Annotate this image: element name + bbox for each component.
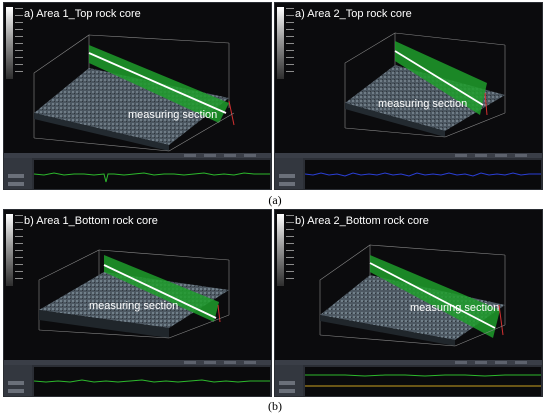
toolbar-tab[interactable] <box>495 154 507 157</box>
toolbar-tab[interactable] <box>204 361 216 364</box>
toolbar-tab[interactable] <box>184 361 196 364</box>
toolbar-tab[interactable] <box>515 361 527 364</box>
profile-toolbar <box>275 360 542 365</box>
panel-title: b) Area 2_Bottom rock core <box>295 215 429 227</box>
toolbar-tab[interactable] <box>455 361 467 364</box>
measuring-section-label: measuring section <box>378 98 468 110</box>
toolbar-tab[interactable] <box>204 154 216 157</box>
color-scale-bar <box>6 214 13 286</box>
panel-title: b) Area 1_Bottom rock core <box>24 215 158 227</box>
toolbar-tab[interactable] <box>515 154 527 157</box>
scale-ticks <box>286 8 294 78</box>
side-button[interactable] <box>279 182 295 186</box>
toolbar-tab[interactable] <box>495 361 507 364</box>
side-button[interactable] <box>8 174 24 178</box>
profile-area <box>4 360 271 396</box>
toolbar-tab[interactable] <box>475 361 487 364</box>
3d-surface-view[interactable]: b) Area 2_Bottom rock core measuring sec… <box>275 210 542 360</box>
side-button[interactable] <box>8 381 24 385</box>
toolbar-tab[interactable] <box>184 154 196 157</box>
3d-surface-view[interactable]: b) Area 1_Bottom rock core measuring sec… <box>4 210 271 360</box>
side-button[interactable] <box>279 381 295 385</box>
toolbar-tab[interactable] <box>244 154 256 157</box>
toolbar-tab[interactable] <box>475 154 487 157</box>
panel-area2-top: a) Area 2_Top rock core measuring sectio… <box>274 2 543 190</box>
profile-toolbar <box>275 153 542 158</box>
scale-ticks <box>15 8 23 78</box>
profile-side-panel <box>4 365 32 396</box>
color-scale-bar <box>277 214 284 286</box>
caption-b: (b) <box>268 399 282 413</box>
measuring-section-label: measuring section <box>89 300 179 312</box>
scale-ticks <box>15 215 23 285</box>
profile-area <box>275 360 542 396</box>
profile-side-panel <box>275 365 303 396</box>
profile-plot <box>34 160 270 189</box>
caption-a: (a) <box>268 193 282 207</box>
toolbar-tab[interactable] <box>224 361 236 364</box>
side-button[interactable] <box>8 389 24 393</box>
panel-title: a) Area 2_Top rock core <box>295 8 412 20</box>
profile-side-panel <box>275 158 303 189</box>
color-scale-bar <box>6 7 13 79</box>
3d-surface-view[interactable]: a) Area 2_Top rock core measuring sectio… <box>275 3 542 153</box>
profile-side-panel <box>4 158 32 189</box>
panel-title: a) Area 1_Top rock core <box>24 8 141 20</box>
profile-toolbar <box>4 153 271 158</box>
panel-area1-bottom: b) Area 1_Bottom rock core measuring sec… <box>3 209 272 397</box>
color-scale-bar <box>277 7 284 79</box>
measuring-section-label: measuring section <box>410 302 500 314</box>
toolbar-tab[interactable] <box>224 154 236 157</box>
profile-plot <box>305 367 541 396</box>
scale-ticks <box>286 215 294 285</box>
side-button[interactable] <box>8 182 24 186</box>
panel-area1-top: a) Area 1_Top rock core measuring sectio… <box>3 2 272 190</box>
measuring-section-label: measuring section <box>128 109 218 121</box>
side-button[interactable] <box>279 174 295 178</box>
profile-area <box>4 153 271 189</box>
toolbar-tab[interactable] <box>244 361 256 364</box>
3d-surface-view[interactable]: a) Area 1_Top rock core measuring sectio… <box>4 3 271 153</box>
profile-plot <box>305 160 541 189</box>
panel-area2-bottom: b) Area 2_Bottom rock core measuring sec… <box>274 209 543 397</box>
profile-area <box>275 153 542 189</box>
profile-toolbar <box>4 360 271 365</box>
side-button[interactable] <box>279 389 295 393</box>
toolbar-tab[interactable] <box>455 154 467 157</box>
profile-plot <box>34 367 270 396</box>
